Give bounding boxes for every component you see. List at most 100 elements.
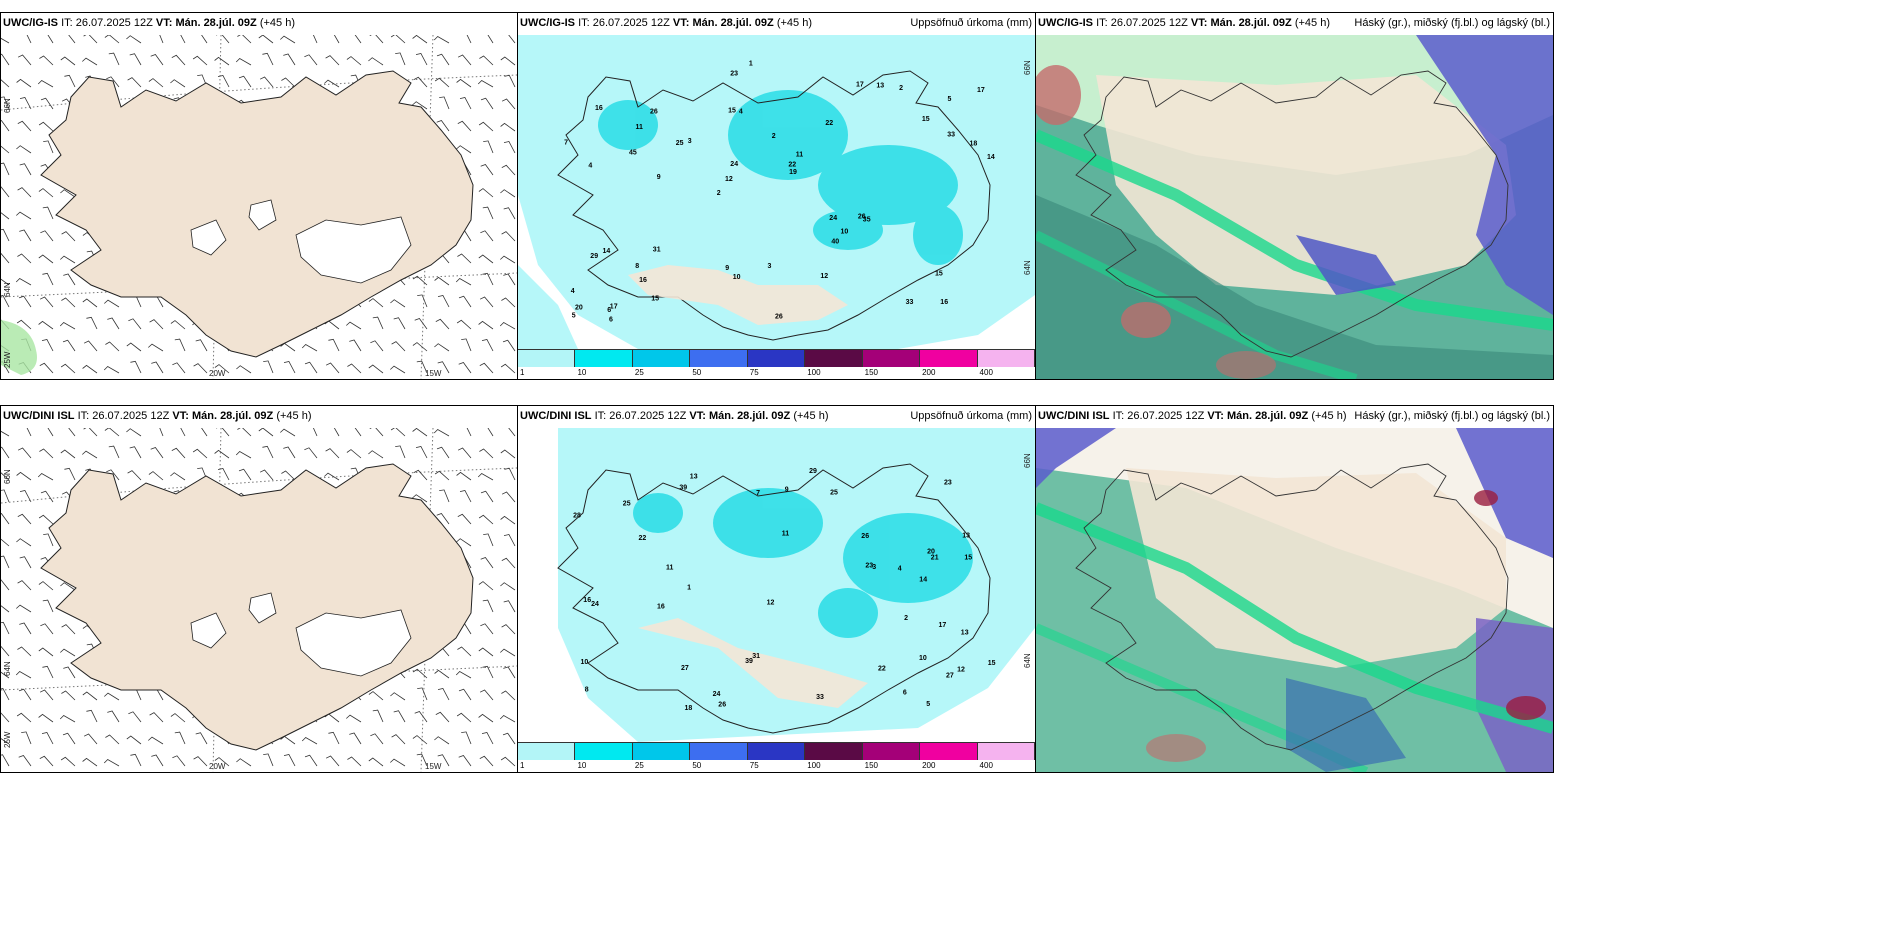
precip-value: 26: [858, 214, 866, 221]
precip-value: 22: [639, 535, 647, 542]
wind-barb: [458, 362, 472, 374]
precip-value: 13: [876, 83, 884, 90]
wind-barb: [126, 35, 142, 44]
cloud-title: Háský (gr.), miðský (fj.bl.) og lágský (…: [1354, 17, 1550, 29]
precip-value: 11: [636, 124, 644, 131]
wind-barb: [1, 555, 10, 569]
precip-value: 17: [610, 303, 618, 310]
wind-barb: [478, 581, 494, 591]
wind-barb: [455, 278, 472, 286]
precip-value: 23: [944, 480, 952, 487]
wind-barb: [304, 754, 318, 767]
wind-barb: [395, 52, 406, 66]
wind-barb: [412, 494, 428, 503]
wind-barb: [499, 322, 516, 330]
wind-barb: [17, 253, 32, 264]
lon-label-15w: 15W: [425, 369, 442, 378]
wind-barb: [104, 428, 120, 437]
wind-barb: [456, 538, 472, 547]
wind-barb: [171, 447, 186, 459]
wind-barb: [414, 318, 428, 330]
iceland-outline: [1075, 463, 1509, 751]
wind-barb: [40, 97, 54, 110]
precip-value: 15: [922, 116, 930, 123]
colorbar-swatch: [805, 349, 863, 367]
precip-value: 22: [878, 666, 886, 673]
wind-barb: [217, 75, 230, 88]
wind-barb: [1, 53, 10, 66]
wind-barb-map: [1, 35, 517, 379]
wind-barb: [180, 35, 186, 44]
lon-label-15w: 15W: [425, 762, 442, 771]
wind-barb: [19, 229, 32, 242]
wind-barb: [499, 715, 516, 723]
iceland-landmass: [557, 70, 991, 341]
wind-barb: [370, 733, 384, 745]
lat-label-64n: 64N: [1023, 260, 1032, 275]
wind-barb: [480, 557, 494, 569]
wind-barb: [38, 320, 54, 330]
wind-barb: [103, 366, 120, 374]
wind-barb: [435, 711, 450, 723]
wind-barb: [304, 54, 318, 66]
wind-barb: [60, 363, 76, 374]
wind-barb: [214, 56, 230, 66]
colorbar-swatch: [920, 742, 978, 760]
wind-barb: [280, 35, 296, 44]
colorbar-tick-label: 100: [807, 368, 821, 377]
wind-barb: [26, 428, 32, 437]
precip-value: 39: [679, 485, 687, 492]
wind-barb: [281, 77, 296, 88]
wind-barb: [325, 55, 340, 66]
wind-barb: [480, 623, 494, 635]
dry-land-area: [638, 618, 868, 708]
wind-barb: [500, 363, 516, 374]
wind-barb: [312, 35, 318, 44]
wind-barb: [437, 295, 450, 308]
wind-barb: [105, 341, 120, 352]
precip-value: 3: [688, 138, 692, 145]
model-name: UWC/IG-IS: [1038, 17, 1093, 29]
precip-value: 1: [687, 584, 691, 591]
colorbar-swatch: [575, 742, 633, 760]
wind-barb: [439, 96, 450, 110]
wind-barb: [104, 299, 120, 308]
colorbar-tick-label: 200: [922, 368, 936, 377]
wind-barb: [19, 556, 32, 569]
precip-value: 24: [591, 601, 599, 608]
wind-barb: [150, 447, 164, 459]
precip-value: 11: [782, 531, 790, 538]
precip-value: 5: [948, 96, 952, 103]
wind-barb: [304, 361, 318, 374]
colorbar-swatch: [518, 349, 576, 367]
wind-barb: [59, 715, 76, 723]
wind-barb: [457, 513, 472, 525]
lon-label-25w: 25W: [3, 731, 12, 748]
wind-barb: [18, 688, 32, 701]
wind-barb: [148, 343, 164, 352]
wind-barb: [82, 691, 98, 701]
panel-header: UWC/IG-IS IT: 26.07.2025 12Z VT: Mán. 28…: [1036, 13, 1553, 35]
wind-barb: [38, 121, 54, 132]
model-name: UWC/IG-IS: [520, 17, 575, 29]
wind-barb: [262, 445, 274, 459]
wind-barb: [1, 79, 10, 88]
wind-barb: [500, 648, 516, 657]
precip-value: 12: [767, 599, 775, 606]
precip-value: 31: [752, 653, 760, 660]
wind-barb: [235, 451, 252, 459]
wind-barb: [201, 428, 208, 437]
wind-barb: [466, 428, 472, 437]
wind-barb: [324, 79, 340, 88]
precip-value: 13: [961, 630, 969, 637]
wind-barb: [86, 709, 98, 723]
wind-barb: [1, 295, 10, 308]
wind-barb: [479, 689, 494, 701]
wind-barb: [325, 362, 340, 374]
precip-value: 40: [831, 239, 839, 246]
wind-barb: [1, 37, 10, 44]
colorbar: 1 10 25 50 75 100 150 200 400: [518, 742, 1035, 772]
wind-barb: [434, 470, 450, 481]
wind-barb: [437, 361, 450, 374]
wind-barb: [312, 428, 318, 437]
